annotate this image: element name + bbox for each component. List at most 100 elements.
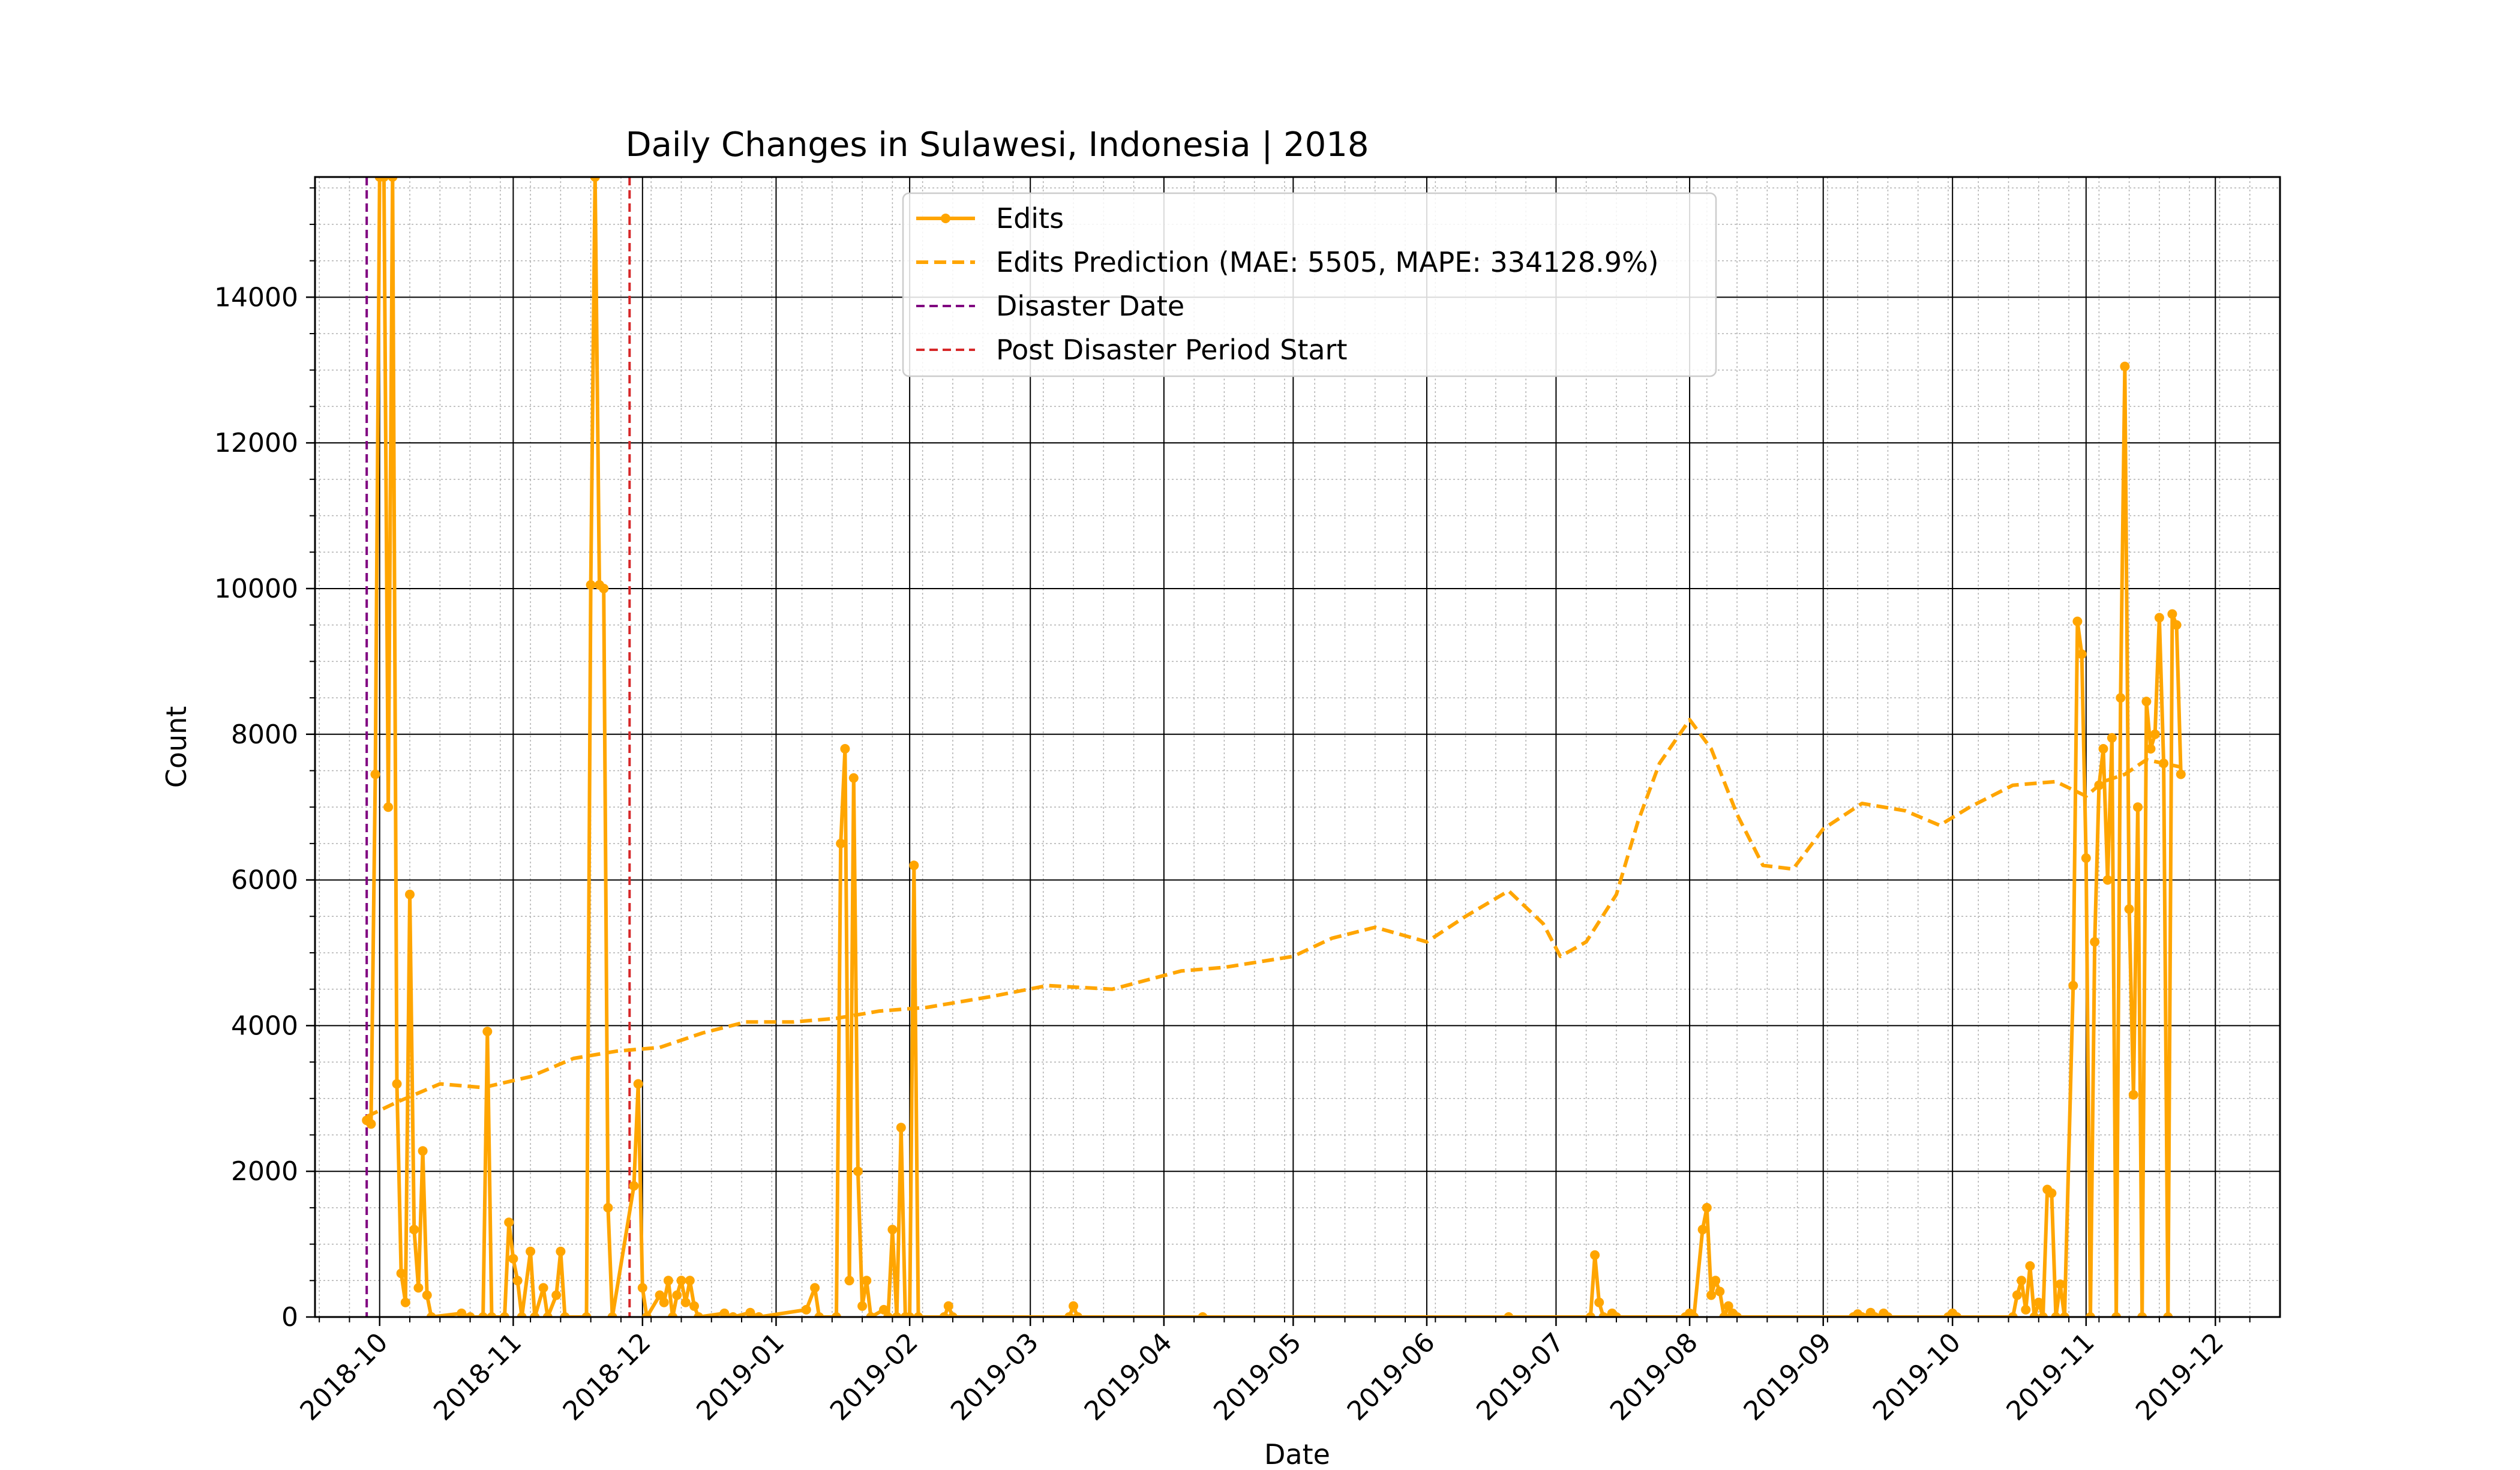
- edits-point: [590, 177, 600, 182]
- edits-point: [487, 1312, 497, 1317]
- edits-point: [810, 1283, 820, 1293]
- reference-lines: [365, 177, 631, 1317]
- edits-point: [1697, 1225, 1708, 1235]
- y-tick-label: 0: [281, 1302, 298, 1333]
- edits-point: [853, 1166, 863, 1177]
- edits-point: [2133, 802, 2143, 812]
- edits-point: [2012, 1290, 2022, 1300]
- edits-point: [2141, 697, 2152, 707]
- edits-point: [1612, 1312, 1621, 1317]
- edits-point: [866, 1312, 876, 1317]
- edits-point: [457, 1308, 467, 1317]
- edits-point: [1952, 1312, 1962, 1317]
- edits-point: [1711, 1276, 1721, 1286]
- plot-frame: [314, 176, 2281, 1318]
- y-tick-label: 12000: [214, 428, 298, 458]
- edits-point: [504, 1217, 514, 1228]
- edits-point: [1504, 1312, 1514, 1317]
- edits-point: [2021, 1304, 2031, 1315]
- edits-point: [542, 1312, 553, 1317]
- y-axis: 0 2000 4000 6000 8000 10000 12000 14000: [214, 187, 315, 1333]
- edits-point: [508, 1253, 518, 1264]
- edits-point: [383, 802, 394, 812]
- edits-point: [405, 889, 415, 899]
- edits-point: [836, 838, 846, 848]
- edits-point: [2081, 853, 2091, 863]
- edits-point: [2068, 980, 2078, 991]
- edits-point: [2038, 1312, 2048, 1317]
- edits-point: [370, 769, 380, 779]
- edits-point: [719, 1308, 730, 1317]
- edits-point: [2055, 1279, 2065, 1289]
- edits-point: [2171, 620, 2182, 630]
- edits-point: [1706, 1290, 1716, 1300]
- y-tick-label: 10000: [214, 574, 298, 604]
- edits-point: [909, 860, 919, 871]
- edits-point: [848, 773, 859, 783]
- edits-point: [2128, 1090, 2138, 1100]
- edits-point: [1723, 1301, 1733, 1311]
- edits-point: [2159, 758, 2169, 769]
- edits-point: [685, 1276, 695, 1286]
- edits-point: [409, 1225, 419, 1235]
- edits-point: [482, 1027, 493, 1037]
- chart-title: Daily Changes in Sulawesi, Indonesia | 2…: [625, 125, 1369, 164]
- edits-point: [413, 1283, 424, 1293]
- edits-point: [551, 1290, 562, 1300]
- y-tick-label: 6000: [231, 865, 298, 896]
- edits-point: [2008, 1312, 2018, 1317]
- legend-label: Edits: [996, 202, 1064, 235]
- edits-point: [913, 1312, 923, 1317]
- edits-point: [2150, 729, 2160, 739]
- edits-point: [366, 1119, 376, 1129]
- edits-point: [500, 1312, 509, 1317]
- legend-label: Edits Prediction (MAE: 5505, MAPE: 33412…: [996, 246, 1659, 278]
- edits-point: [2120, 361, 2130, 371]
- edits-point: [754, 1312, 764, 1317]
- edits-point: [1883, 1312, 1893, 1317]
- edits-point: [642, 1312, 652, 1317]
- series-line-edits-prediction: [365, 718, 2182, 1118]
- edits-point: [694, 1312, 704, 1317]
- edits-point: [939, 1312, 949, 1317]
- legend-marker: [941, 214, 950, 223]
- edits-point: [2102, 875, 2113, 885]
- edits-point: [465, 1312, 475, 1317]
- edits-point: [603, 1202, 613, 1213]
- series-layer: [362, 177, 2186, 1317]
- legend-box: [902, 192, 1717, 377]
- edits-point: [2111, 1312, 2122, 1317]
- edits-point: [943, 1301, 953, 1311]
- edits-point: [1590, 1250, 1600, 1260]
- edits-point: [2176, 769, 2186, 779]
- edits-point: [392, 1079, 402, 1089]
- edits-point: [2116, 693, 2126, 703]
- legend: Edits Edits Prediction (MAE: 5505, MAPE: …: [902, 192, 1717, 377]
- edits-point: [905, 1312, 915, 1317]
- edits-point: [676, 1276, 686, 1286]
- edits-point: [2072, 616, 2083, 626]
- edits-point: [896, 1123, 906, 1133]
- series-line-edits: [365, 177, 2183, 1317]
- y-tick-label: 8000: [231, 719, 298, 750]
- edits-point: [599, 583, 609, 593]
- edits-point: [633, 1079, 643, 1089]
- edits-point: [517, 1312, 527, 1317]
- edits-point: [478, 1312, 488, 1317]
- edits-point: [2017, 1276, 2027, 1286]
- edits-point: [862, 1276, 872, 1286]
- edits-point: [947, 1312, 958, 1317]
- edits-point: [2090, 937, 2100, 947]
- edits-point: [1689, 1312, 1699, 1317]
- edits-point: [1069, 1301, 1078, 1311]
- edits-point: [728, 1312, 738, 1317]
- edits-point: [1870, 1312, 1880, 1317]
- edits-point: [2154, 613, 2164, 623]
- edits-point: [2098, 744, 2108, 754]
- edits-point: [745, 1307, 755, 1317]
- edits-point: [2077, 649, 2087, 659]
- edits-point: [426, 1312, 436, 1317]
- edits-point: [840, 744, 850, 754]
- edits-point: [2167, 609, 2177, 619]
